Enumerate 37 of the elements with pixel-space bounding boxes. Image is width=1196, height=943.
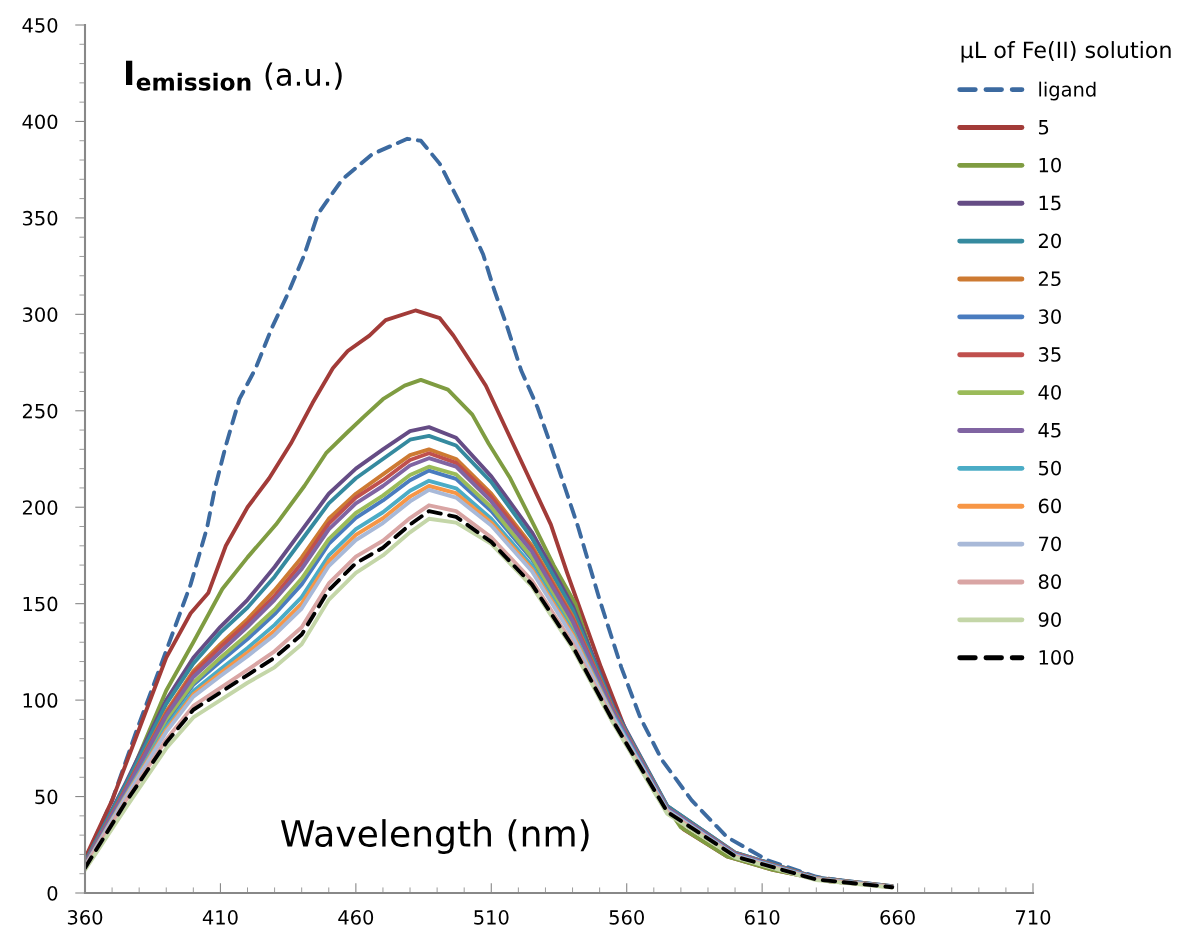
x-tick-label: 510 — [474, 910, 509, 925]
y-tick-label: 50 — [35, 789, 58, 805]
x-tick-label: 410 — [202, 910, 238, 925]
legend-label: 35 — [1038, 347, 1061, 362]
y-tick-label: 400 — [22, 114, 58, 130]
legend-label: 45 — [1038, 423, 1061, 438]
legend-label: 60 — [1038, 498, 1061, 514]
legend-label: 30 — [1038, 309, 1061, 324]
legend-label: 15 — [1039, 195, 1061, 211]
y-tick-label: 250 — [22, 403, 58, 419]
legend-label: 25 — [1038, 271, 1061, 287]
x-axis-title: Wavelength (nm) — [280, 819, 589, 855]
y-tick-label: 300 — [22, 307, 58, 322]
y-axis-title: I$_{emission}$ (a.u.) — [125, 60, 342, 91]
y-tick-label: 450 — [22, 17, 58, 33]
y-tick-label: 100 — [23, 693, 58, 708]
legend-label: 40 — [1038, 384, 1061, 400]
legend-label: 90 — [1038, 612, 1061, 627]
x-tick-label: 560 — [609, 910, 644, 925]
y-tick-label: 350 — [22, 210, 58, 226]
x-tick-label: 610 — [744, 910, 780, 925]
legend-label: 20 — [1038, 233, 1061, 249]
legend-label: 70 — [1039, 536, 1061, 552]
x-tick-label: 660 — [880, 910, 915, 925]
legend-title: μL of Fe(II) solution — [961, 41, 1171, 63]
x-tick-label: 710 — [1016, 910, 1051, 925]
legend-label: ligand — [1039, 81, 1096, 101]
legend-label: 80 — [1038, 574, 1061, 590]
y-tick-label: 150 — [23, 596, 58, 612]
legend-label: 100 — [1039, 650, 1074, 665]
legend-label: 10 — [1039, 157, 1061, 173]
x-tick-label: 460 — [338, 910, 374, 925]
y-tick-label: 200 — [22, 500, 58, 515]
x-tick-label: 360 — [67, 910, 103, 925]
legend-label: 5 — [1038, 120, 1049, 135]
legend-label: 50 — [1038, 460, 1061, 476]
y-tick-label: 0 — [47, 885, 58, 901]
